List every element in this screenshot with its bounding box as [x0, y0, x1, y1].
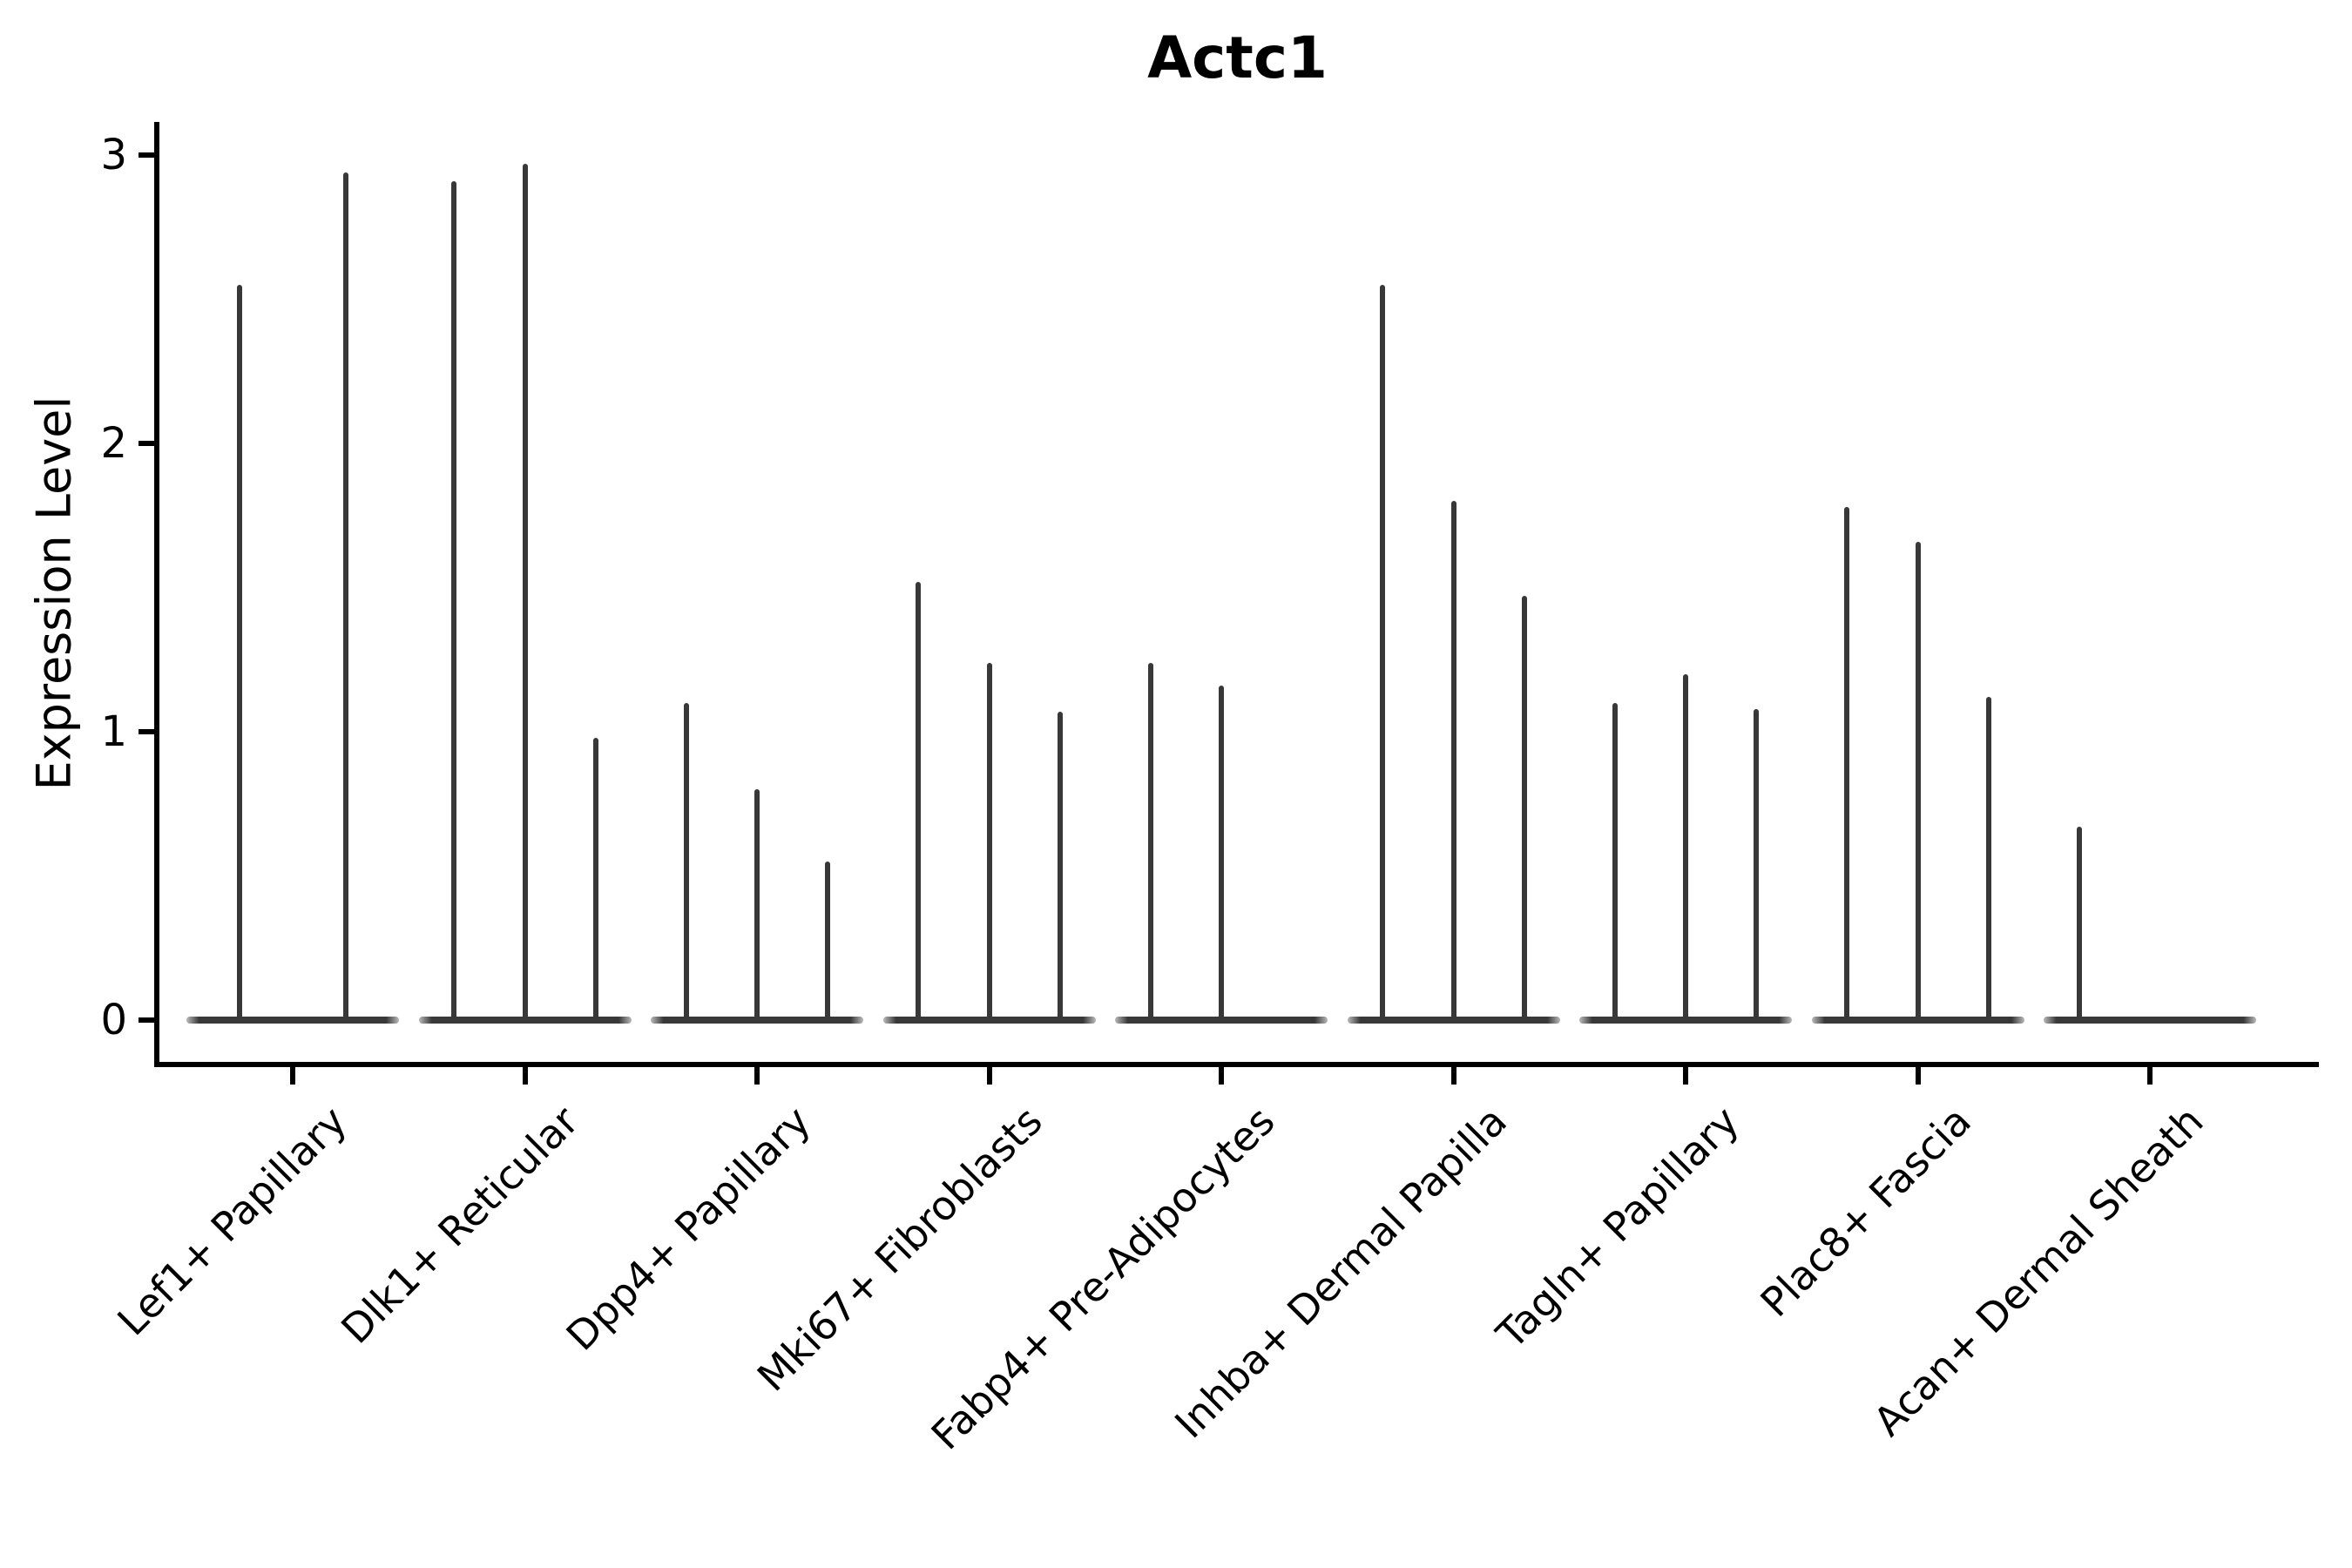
x-tick-mark	[754, 1067, 760, 1085]
y-tick-mark	[139, 729, 154, 734]
y-tick-label: 3	[100, 131, 127, 179]
violin-spike	[343, 172, 348, 1022]
y-tick-mark	[139, 441, 154, 446]
x-tick-mark	[2147, 1067, 2153, 1085]
x-tick-mark	[986, 1067, 992, 1085]
x-tick-label: Lef1+ Papillary	[107, 1097, 355, 1345]
violin-spike	[1683, 673, 1688, 1022]
violin-spike	[451, 180, 457, 1022]
violin-spike	[1844, 506, 1850, 1022]
violin-baseline	[186, 1017, 399, 1024]
x-tick-mark	[1915, 1067, 1921, 1085]
x-tick-label: Dpp4+ Papillary	[557, 1097, 820, 1360]
x-tick-label: Dlk1+ Reticular	[332, 1097, 588, 1353]
x-tick-mark	[1219, 1067, 1224, 1085]
violin-spike	[1985, 697, 1991, 1022]
violin-spike	[592, 737, 598, 1022]
violin-spike	[1450, 501, 1456, 1022]
violin-spike	[986, 662, 992, 1022]
violin-spike	[916, 581, 922, 1022]
x-tick-mark	[290, 1067, 295, 1085]
violin-spike	[825, 861, 831, 1022]
violin-spike	[1380, 284, 1386, 1022]
violin-spike	[1521, 596, 1527, 1022]
y-tick-label: 1	[100, 707, 127, 756]
y-tick-mark	[139, 1017, 154, 1023]
violin-spike	[1612, 702, 1618, 1022]
x-axis-spine	[154, 1062, 2319, 1067]
chart-title: Actc1	[1147, 24, 1328, 91]
x-tick-label: Plac8+ Fascia	[1751, 1097, 1981, 1326]
violin-spike	[1147, 662, 1153, 1022]
y-tick-mark	[139, 152, 154, 158]
violin-spike	[1057, 711, 1063, 1022]
y-axis-spine	[154, 122, 159, 1067]
violin-spike	[1754, 708, 1760, 1022]
x-tick-mark	[1450, 1067, 1456, 1085]
violin-spike	[237, 284, 242, 1022]
violin-spike	[2076, 827, 2082, 1022]
violin-spike	[754, 789, 760, 1022]
violin-baseline	[2044, 1017, 2256, 1024]
violin-spike	[1219, 686, 1224, 1022]
y-tick-label: 0	[100, 996, 127, 1044]
violin-spike	[683, 702, 689, 1022]
violin-spike	[522, 163, 528, 1022]
x-tick-mark	[1683, 1067, 1688, 1085]
violin-spike	[1915, 541, 1921, 1022]
x-tick-label: Tagln+ Papillary	[1487, 1097, 1748, 1358]
y-tick-label: 2	[100, 419, 127, 468]
x-tick-mark	[522, 1067, 528, 1085]
